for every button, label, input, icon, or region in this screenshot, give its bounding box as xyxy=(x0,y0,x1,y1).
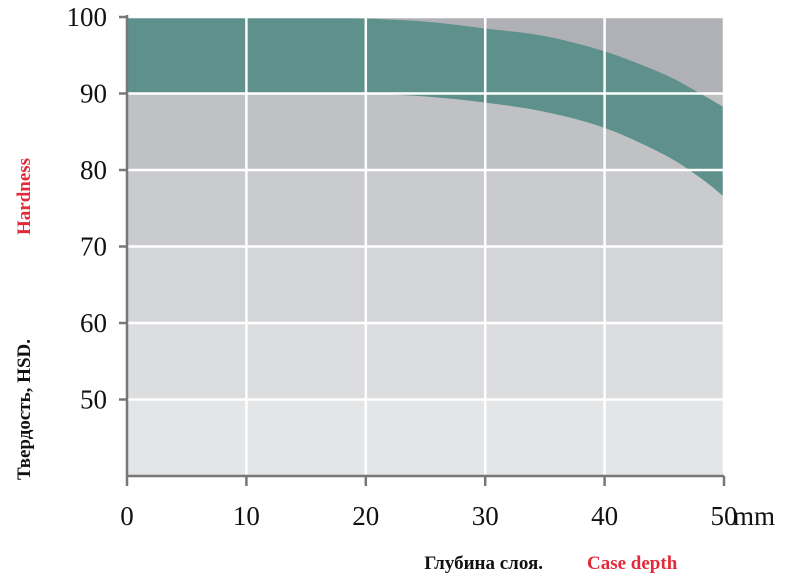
background-band-60-70 xyxy=(127,246,724,323)
axes xyxy=(119,15,726,486)
grid-lines xyxy=(127,15,726,476)
y-tick-label-50: 50 xyxy=(80,385,107,415)
background-band-50-60 xyxy=(127,323,724,400)
background-band-40-50 xyxy=(127,399,724,476)
x-tick-label-20: 20 xyxy=(352,501,379,531)
x-tick-labels: 0 10 20 30 40 50 xyxy=(120,501,737,531)
y-tick-label-60: 60 xyxy=(80,308,107,338)
x-tick-label-0: 0 xyxy=(120,501,134,531)
y-axis-label-ru: Твердость, HSD. xyxy=(14,339,35,480)
y-tick-labels: 50 60 70 80 90 100 xyxy=(67,2,108,415)
background-band-70-80 xyxy=(127,170,724,247)
x-unit-label: mm xyxy=(733,501,775,531)
x-tick-label-30: 30 xyxy=(472,501,499,531)
y-tick-label-80: 80 xyxy=(80,155,107,185)
x-tick-label-50: 50 xyxy=(711,501,738,531)
hardness-band xyxy=(127,16,724,197)
y-tick-label-70: 70 xyxy=(80,232,107,262)
y-axis-label: Твердость, HSD. Hardness xyxy=(14,158,35,480)
x-axis-label-en: Case depth xyxy=(587,553,678,574)
y-axis-label-en: Hardness xyxy=(14,158,35,235)
x-tick-label-10: 10 xyxy=(233,501,260,531)
y-tick-label-100: 100 xyxy=(67,2,108,32)
x-tick-label-40: 40 xyxy=(591,501,618,531)
x-axis-label-ru: Глубина слоя. xyxy=(424,553,543,574)
y-tick-label-90: 90 xyxy=(80,79,107,109)
